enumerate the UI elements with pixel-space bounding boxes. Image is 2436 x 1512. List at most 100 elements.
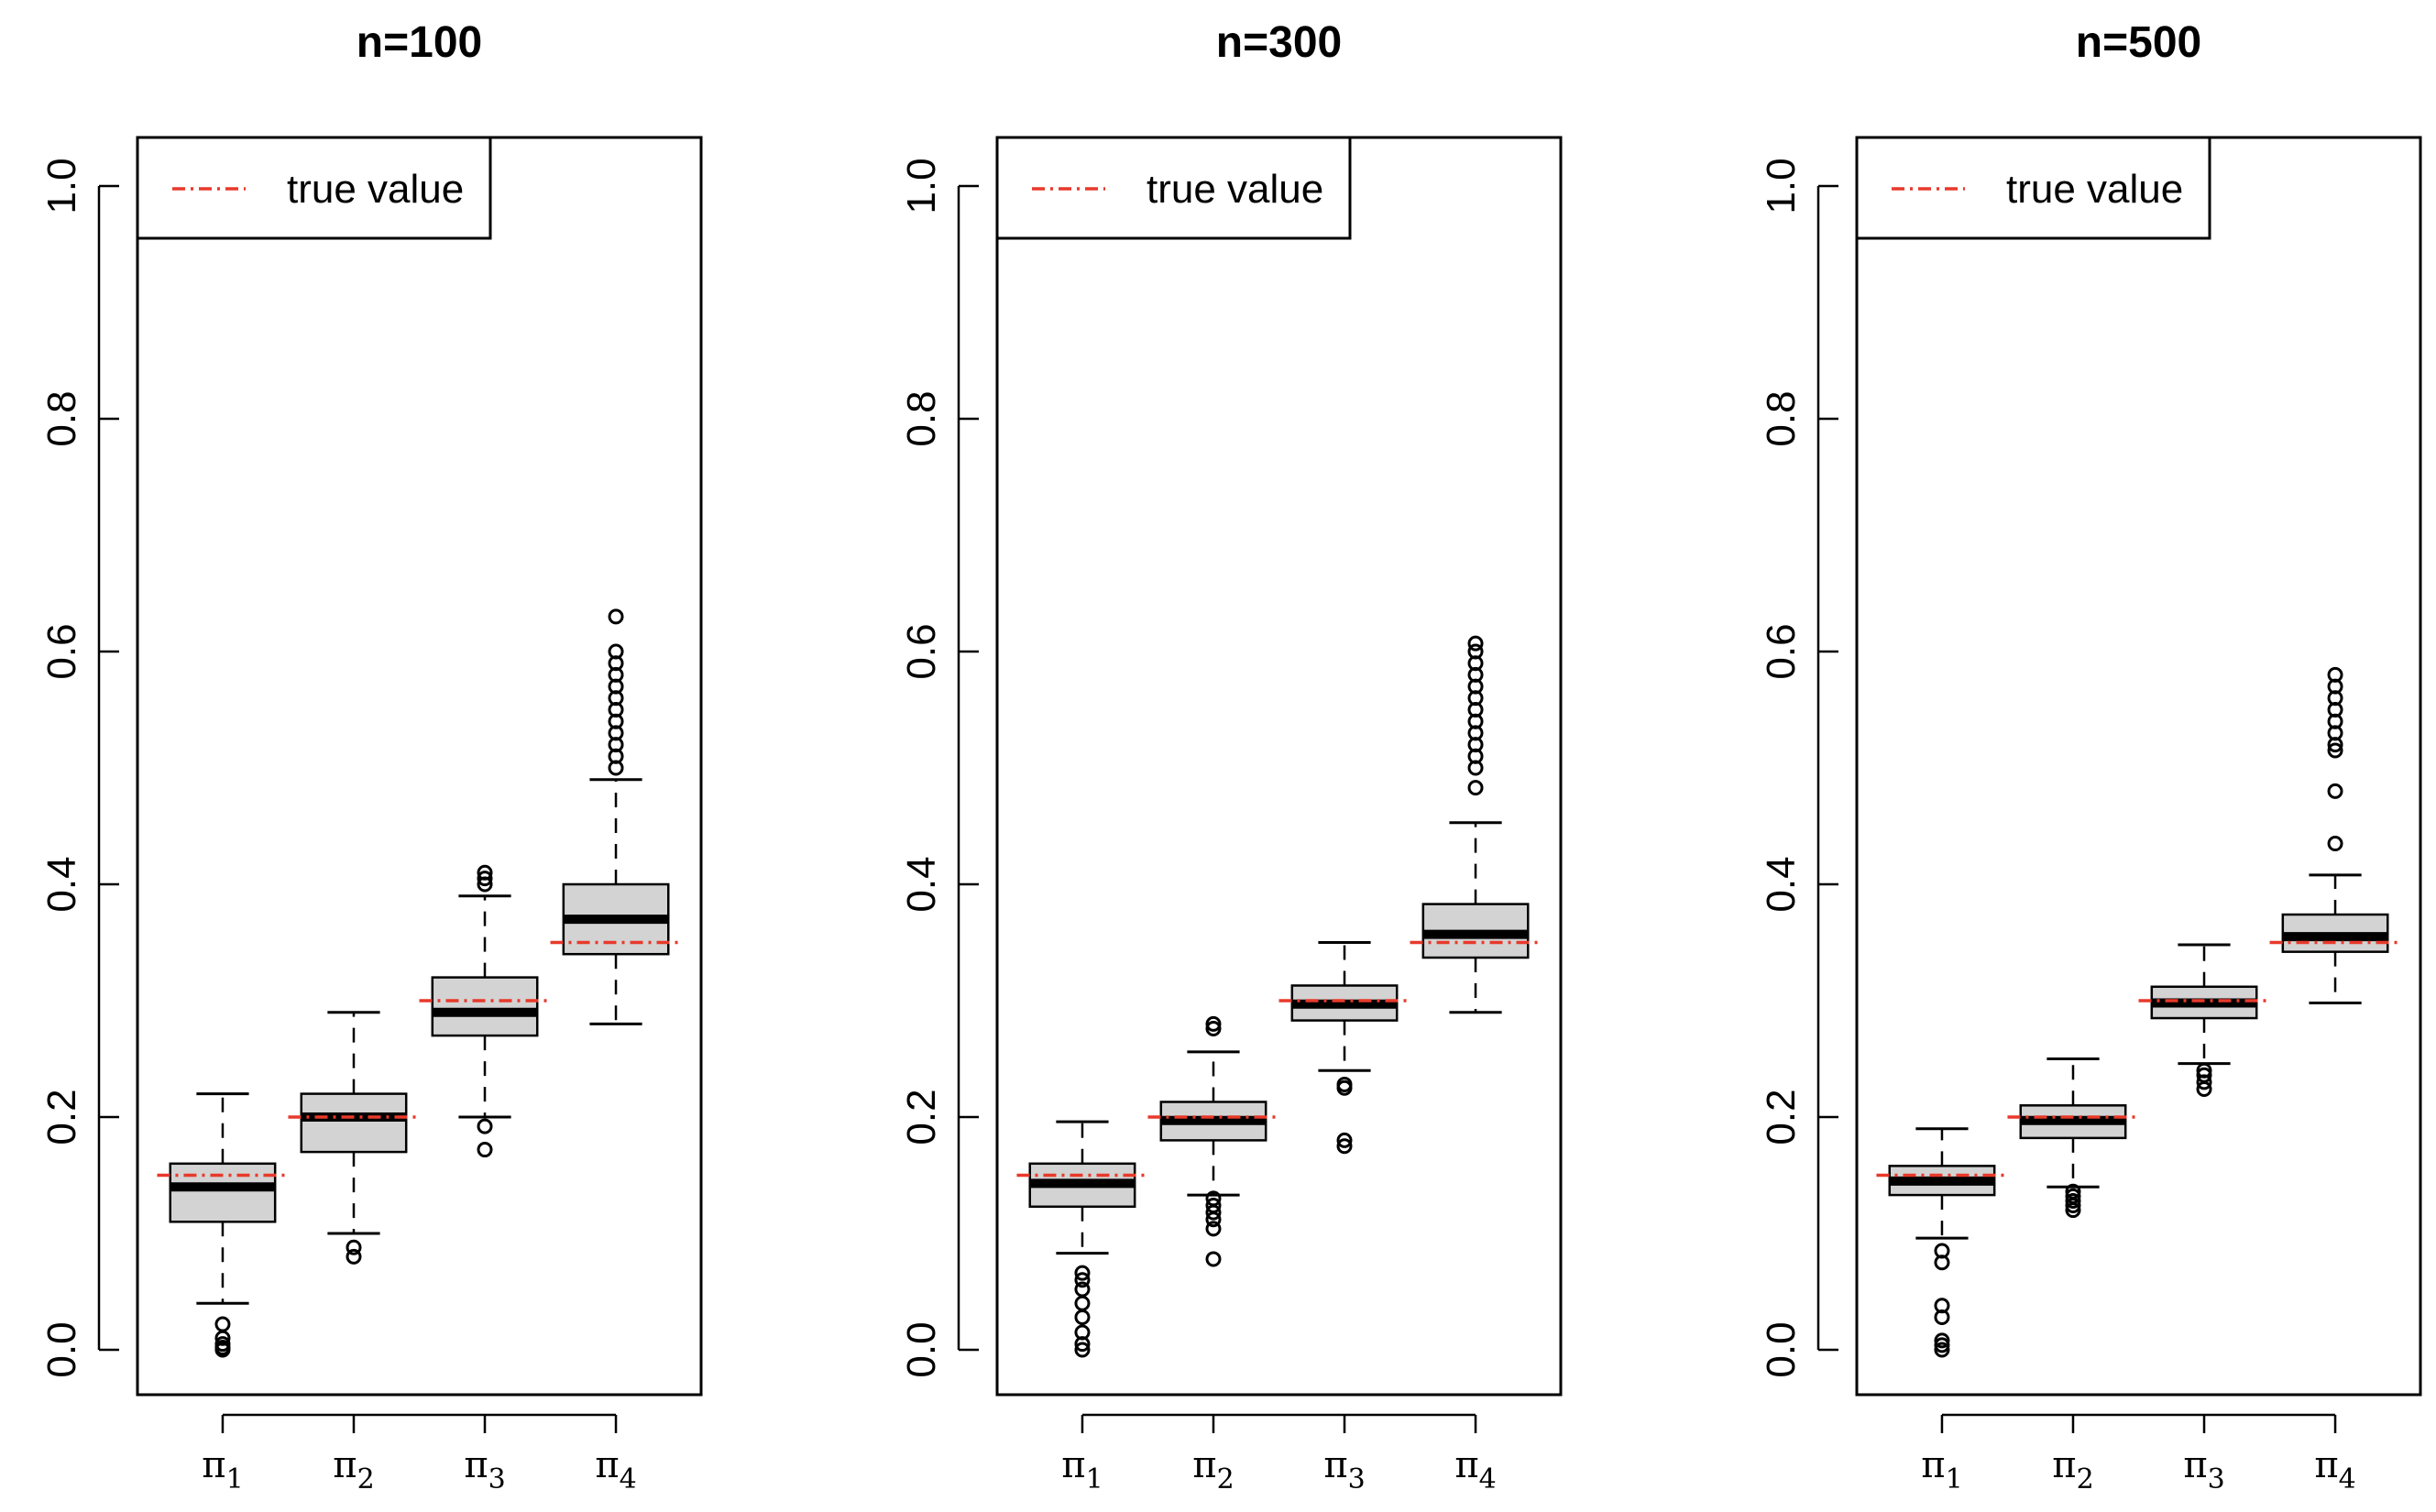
category-subscript: 1 — [1946, 1463, 1963, 1496]
x-tick-label: π1 — [1061, 1444, 1103, 1496]
outlier-point — [1467, 643, 1484, 660]
category-subscript: 4 — [2339, 1463, 2356, 1496]
chart-title: n=500 — [2076, 18, 2201, 67]
x-tick-label: π4 — [1454, 1444, 1496, 1496]
category-subscript: 3 — [1348, 1463, 1366, 1496]
category-subscript: 1 — [1086, 1463, 1103, 1496]
outlier-point — [608, 608, 624, 625]
outlier-point — [1074, 1281, 1091, 1298]
y-tick-label: 0.8 — [1759, 390, 1804, 446]
x-tick-label: π4 — [595, 1444, 636, 1496]
category-symbol: π — [1192, 1444, 1216, 1486]
outlier-point — [477, 871, 493, 887]
outlier-point — [2065, 1188, 2081, 1204]
legend-box — [995, 136, 1352, 240]
category-symbol: π — [2052, 1444, 2076, 1486]
box-2 — [2019, 1057, 2127, 1219]
y-tick-label: 1.0 — [899, 158, 944, 214]
iqr-box — [169, 1162, 277, 1223]
x-tick-label: π2 — [1192, 1444, 1234, 1496]
box-4 — [1421, 635, 1530, 1014]
legend: true value — [136, 136, 492, 240]
outlier-point — [1205, 1251, 1222, 1267]
box-3 — [2150, 943, 2258, 1098]
x-tick-label: π1 — [1921, 1444, 1962, 1496]
y-tick-label: 1.0 — [1759, 158, 1804, 214]
y-tick-label: 0.6 — [899, 623, 944, 679]
outlier-point — [1074, 1342, 1091, 1358]
category-symbol: π — [1323, 1444, 1347, 1486]
outlier-point — [1205, 1198, 1222, 1214]
outlier-point — [1205, 1221, 1222, 1237]
box-1 — [1028, 1120, 1136, 1358]
outlier-point — [1074, 1295, 1091, 1311]
x-tick-label: π3 — [2183, 1444, 2224, 1496]
category-subscript: 2 — [357, 1463, 375, 1496]
outlier-point — [1336, 1132, 1353, 1148]
outlier-point — [1934, 1342, 1950, 1358]
y-tick-label: 0.0 — [39, 1321, 84, 1377]
x-tick-label: π3 — [464, 1444, 505, 1496]
y-tick-label: 0.4 — [1759, 856, 1804, 912]
chart-title: n=300 — [1216, 18, 1342, 67]
iqr-box — [431, 976, 539, 1037]
outlier-point — [1205, 1015, 1222, 1032]
category-subscript: 4 — [1479, 1463, 1497, 1496]
outlier-point — [2327, 836, 2343, 852]
outlier-point — [1074, 1272, 1091, 1288]
outlier-point — [1934, 1332, 1950, 1349]
y-tick-label: 0.0 — [899, 1321, 944, 1377]
outlier-point — [214, 1336, 231, 1353]
box-4 — [562, 608, 670, 1025]
outlier-point — [1074, 1265, 1091, 1281]
outlier-point — [477, 1142, 493, 1158]
x-tick-label: π2 — [2052, 1444, 2093, 1496]
category-symbol: π — [202, 1444, 225, 1486]
category-subscript: 3 — [2208, 1463, 2225, 1496]
legend-box — [136, 136, 492, 240]
outlier-point — [1205, 1020, 1222, 1036]
y-tick-label: 0.4 — [899, 856, 944, 912]
box-3 — [431, 864, 539, 1158]
y-tick-label: 0.0 — [1759, 1321, 1804, 1377]
outlier-point — [1074, 1309, 1091, 1325]
outlier-point — [346, 1239, 362, 1255]
x-tick-label: π2 — [333, 1444, 374, 1496]
legend-label: true value — [2006, 167, 2183, 212]
legend-label: true value — [1147, 167, 1323, 212]
outlier-point — [477, 864, 493, 881]
x-tick-label: π3 — [1323, 1444, 1365, 1496]
outlier-point — [1934, 1337, 1950, 1353]
y-tick-label: 0.4 — [39, 856, 84, 912]
category-symbol: π — [333, 1444, 357, 1486]
outlier-point — [2065, 1192, 2081, 1209]
outlier-point — [2065, 1183, 2081, 1200]
iqr-box — [300, 1092, 408, 1154]
category-subscript: 2 — [2077, 1463, 2094, 1496]
box-2 — [1159, 1015, 1267, 1267]
y-tick-label: 0.6 — [39, 623, 84, 679]
category-symbol: π — [2314, 1444, 2338, 1486]
x-tick-label: π4 — [2314, 1444, 2355, 1496]
box-1 — [169, 1092, 277, 1358]
outlier-point — [1467, 780, 1484, 796]
outlier-point — [346, 1248, 362, 1265]
category-subscript: 2 — [1217, 1463, 1234, 1496]
box-3 — [1290, 941, 1399, 1155]
outlier-point — [2196, 1062, 2212, 1079]
x-tick-label: π1 — [202, 1444, 243, 1496]
outlier-point — [477, 1118, 493, 1134]
category-symbol: π — [464, 1444, 488, 1486]
legend-label: true value — [287, 167, 464, 212]
category-symbol: π — [595, 1444, 619, 1486]
category-symbol: π — [1921, 1444, 1945, 1486]
outlier-point — [214, 1316, 231, 1332]
legend: true value — [1855, 136, 2211, 240]
outlier-point — [2327, 783, 2343, 799]
outlier-point — [1336, 1138, 1353, 1155]
outlier-point — [2196, 1067, 2212, 1083]
